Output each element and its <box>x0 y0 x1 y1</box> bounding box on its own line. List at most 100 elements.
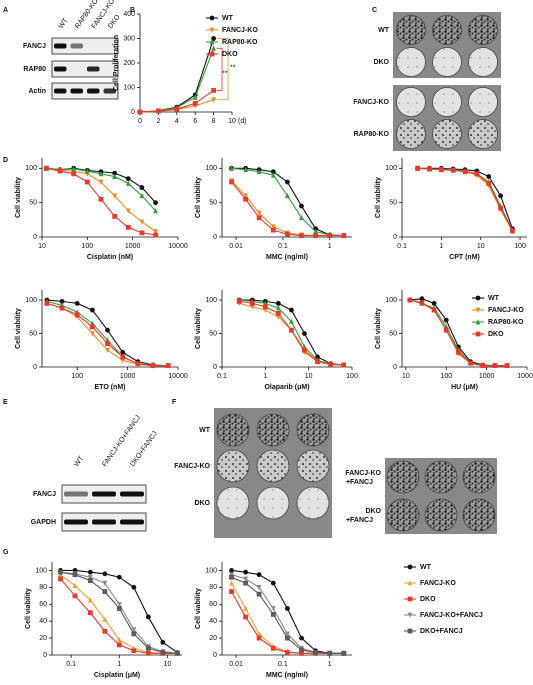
data-point <box>443 327 449 333</box>
data-point <box>44 300 50 306</box>
y-axis-label: Cell viability <box>195 177 202 218</box>
data-point <box>431 307 437 313</box>
y-axis-label: Cell viability <box>195 308 202 349</box>
data-point <box>87 574 93 581</box>
data-point <box>456 349 461 355</box>
legend-label: RAP80-KO <box>488 319 524 326</box>
data-point <box>160 650 166 655</box>
data-point <box>498 205 503 211</box>
data-point <box>102 616 108 622</box>
data-point <box>116 574 122 580</box>
data-point <box>486 174 492 179</box>
data-point <box>256 215 262 221</box>
data-point <box>116 636 122 643</box>
data-point <box>285 635 290 641</box>
data-point <box>415 165 421 171</box>
x-axis-label: Cisplatin (nM) <box>87 254 133 261</box>
data-point <box>270 172 276 178</box>
data-point <box>302 331 307 336</box>
data-point <box>192 101 198 106</box>
blot-strip <box>51 82 119 100</box>
legend-marker <box>407 596 413 602</box>
series-line <box>139 48 215 113</box>
row-label: +FANCJ <box>346 479 373 486</box>
x-axis-label: ETO (nM) <box>95 384 126 391</box>
x-tick-label: 1000 <box>125 243 141 250</box>
data-point <box>275 305 281 311</box>
series-line <box>417 167 513 232</box>
data-point <box>302 347 307 353</box>
data-point <box>120 354 126 360</box>
data-point <box>87 569 93 575</box>
x-tick-label: 0 <box>138 118 142 125</box>
colony-plate <box>396 119 426 149</box>
x-tick-label: 10000 <box>168 373 188 380</box>
y-axis-label: Cell viability <box>375 177 382 218</box>
data-point <box>243 576 249 582</box>
legend-marker <box>475 307 481 313</box>
colony-plate <box>432 47 462 77</box>
x-tick-label: 8 <box>212 118 216 125</box>
band <box>64 519 88 525</box>
data-point <box>498 193 503 199</box>
legend-label: DKO+FANCJ <box>420 628 463 635</box>
x-tick-label: 1000 <box>120 373 136 380</box>
data-point <box>438 167 444 173</box>
legend-marker <box>407 612 413 618</box>
x-tick-label: 6 <box>193 118 197 125</box>
data-point <box>313 233 318 239</box>
data-point <box>74 300 80 306</box>
bracket <box>216 47 223 91</box>
legend-marker <box>407 628 413 634</box>
data-point <box>270 227 276 233</box>
data-point <box>125 224 131 230</box>
legend-marker <box>209 15 215 21</box>
legend-marker <box>209 51 215 57</box>
legend-marker <box>475 319 481 325</box>
colony-plate <box>296 413 330 447</box>
data-point <box>431 300 437 306</box>
data-point <box>285 631 290 637</box>
bracket <box>216 38 229 101</box>
data-point <box>289 327 294 333</box>
y-tick-label: 100 <box>385 297 397 304</box>
x-unit: (d) <box>238 118 247 125</box>
data-point <box>285 179 290 185</box>
y-tick-label: 0 <box>213 364 217 371</box>
row-label: DKO <box>373 59 389 66</box>
data-point <box>315 359 320 365</box>
y-tick-label: 100 <box>123 84 135 91</box>
data-point <box>504 363 510 369</box>
data-point <box>285 231 290 237</box>
band <box>54 43 67 49</box>
data-point <box>486 181 492 186</box>
legend-label: WT <box>222 15 234 22</box>
y-tick-label: 80 <box>39 584 47 591</box>
data-point <box>57 168 63 174</box>
data-point <box>299 203 304 209</box>
legend-marker <box>209 27 215 33</box>
colony-plate <box>468 87 498 117</box>
x-axis-label: MMC (ng/ml) <box>266 254 308 261</box>
data-point <box>150 363 156 369</box>
y-tick-label: 100 <box>25 297 37 304</box>
data-point <box>243 614 249 620</box>
data-point <box>243 166 249 173</box>
data-point <box>153 207 158 214</box>
x-tick-label: 100 <box>71 373 83 380</box>
data-point <box>84 179 90 185</box>
row-label: WT <box>378 27 390 34</box>
x-tick-label: 10 <box>402 373 410 380</box>
data-point <box>71 171 77 177</box>
colony-plate <box>462 498 496 532</box>
data-point <box>71 166 77 172</box>
series-line <box>231 180 344 237</box>
data-point <box>285 192 290 199</box>
band <box>87 66 100 72</box>
data-point <box>256 630 262 637</box>
data-point <box>145 645 151 651</box>
y-tick-label: 0 <box>213 234 217 241</box>
band <box>92 491 116 497</box>
data-point <box>419 300 425 306</box>
